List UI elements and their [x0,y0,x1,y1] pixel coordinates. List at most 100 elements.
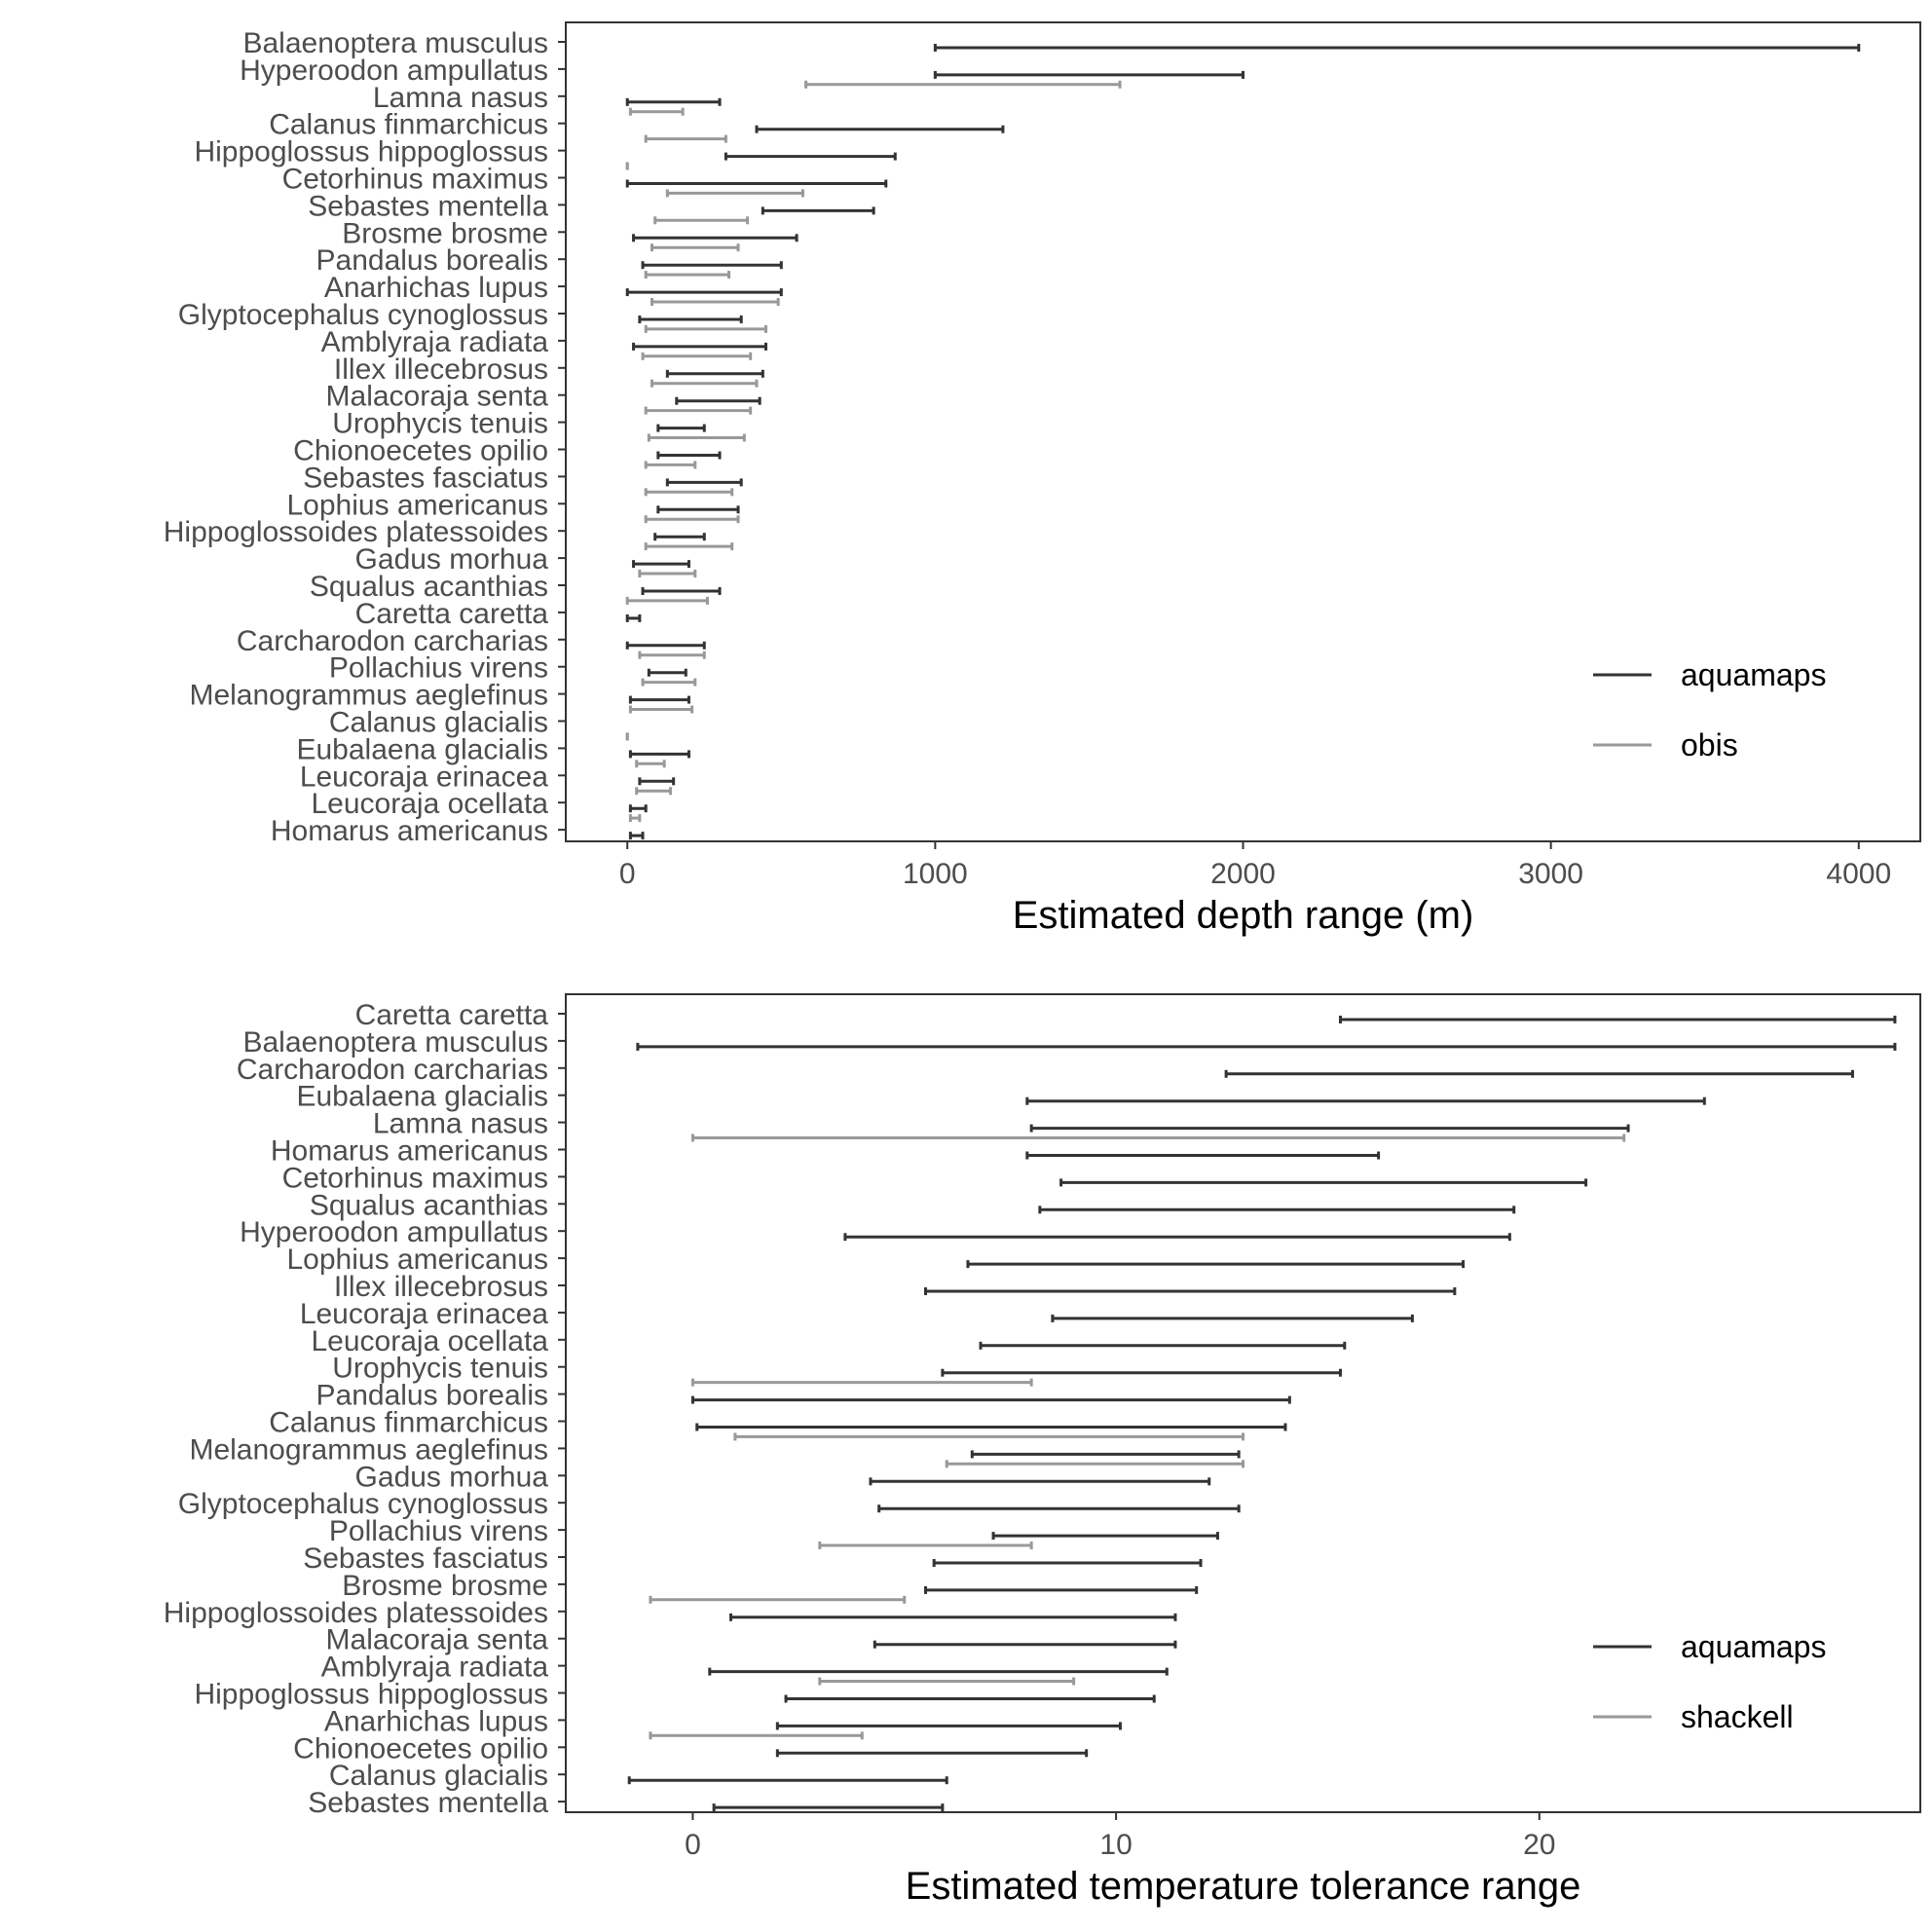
range-bar-obis-caretta-caretta [625,596,709,605]
range-bar-shackell-homarus-americanus [690,1133,1626,1142]
y-tick-label-cetorhinus-maximus: Cetorhinus maximus [282,1162,548,1194]
x-tick-label: 0 [685,1829,701,1861]
range-bar-aquamaps-amblyraja-radiata [632,342,767,351]
range-bar-aquamaps-anarhichas-lupus [625,288,783,297]
range-bar-obis-pollachius-virens [638,650,706,659]
y-tick-label-brosme-brosme: Brosme brosme [342,1570,548,1602]
y-tick-label-calanus-finmarchicus: Calanus finmarchicus [269,1407,548,1439]
range-bar-aquamaps-hippoglossus-hippoglossus [784,1694,1156,1703]
x-axis-title: Estimated depth range (m) [1013,894,1474,937]
y-tick-label-lamna-nasus: Lamna nasus [373,82,548,114]
range-bar-obis-illex-illecebrosus [641,352,753,360]
y-tick-label-sebastes-fasciatus: Sebastes fasciatus [303,462,548,494]
range-bar-aquamaps-anarhichas-lupus [775,1722,1122,1730]
y-tick-label-lophius-americanus: Lophius americanus [287,1244,549,1276]
range-bar-shackell-hippoglossoides-platessoides [649,1595,907,1604]
legend-label-aquamaps: aquamaps [1681,1629,1826,1664]
range-bar-aquamaps-squalus-acanthias [641,587,722,595]
plot-panel-border [565,993,1921,1813]
y-tick-label-amblyraja-radiata: Amblyraja radiata [321,1652,549,1684]
range-bar-shackell-pandalus-borealis [690,1378,1033,1387]
range-bar-aquamaps-melanogrammus-aeglefinus [970,1450,1241,1459]
x-tick-label: 20 [1523,1829,1555,1861]
x-axis-title: Estimated temperature tolerance range [906,1865,1581,1908]
y-tick-label-glyptocephalus-cynoglossus: Glyptocephalus cynoglossus [178,299,548,331]
range-bar-obis-calanus-finmarchicus [628,107,685,116]
y-tick-label-squalus-acanthias: Squalus acanthias [310,571,548,603]
y-tick-label-carcharodon-carcharias: Carcharodon carcharias [237,625,548,657]
range-bar-aquamaps-calanus-finmarchicus [695,1423,1287,1431]
range-bar-obis-amblyraja-radiata [644,324,767,333]
range-bar-aquamaps-calanus-glacialis [627,1776,948,1785]
y-tick-label-hyperoodon-ampullatus: Hyperoodon ampullatus [240,1216,548,1248]
range-bar-aquamaps-glyptocephalus-cynoglossus [638,316,743,323]
range-bar-aquamaps-leucoraja-ocellata [628,804,648,813]
range-bar-aquamaps-eubalaena-glacialis [628,750,690,759]
range-bar-aquamaps-urophycis-tenuis [941,1368,1342,1377]
range-bar-obis-gadus-morhua [644,542,734,551]
range-bar-aquamaps-leucoraja-ocellata [979,1341,1347,1350]
x-tick-label: 2000 [1210,858,1276,890]
y-tick-label-malacoraja-senta: Malacoraja senta [326,381,549,413]
x-tick-label: 1000 [903,858,968,890]
legend-label-aquamaps: aquamaps [1681,657,1826,692]
range-bar-aquamaps-malacoraja-senta [873,1640,1177,1649]
range-bar-obis-urophycis-tenuis [644,406,753,415]
y-tick-label-lamna-nasus: Lamna nasus [373,1108,548,1140]
range-bar-obis-leucoraja-erinacea [635,760,666,768]
range-bar-aquamaps-lamna-nasus [625,97,722,106]
range-bar-aquamaps-carcharodon-carcharias [625,641,706,650]
range-bar-aquamaps-lamna-nasus [1029,1124,1630,1133]
y-tick-label-hippoglossoides-platessoides: Hippoglossoides platessoides [164,1597,548,1629]
y-tick-label-eubalaena-glacialis: Eubalaena glacialis [296,1081,548,1113]
range-bar-aquamaps-urophycis-tenuis [656,424,706,432]
range-bar-obis-pandalus-borealis [650,243,740,252]
y-tick-label-melanogrammus-aeglefinus: Melanogrammus aeglefinus [189,1433,548,1466]
y-tick-label-illex-illecebrosus: Illex illecebrosus [334,353,548,386]
range-bar-aquamaps-hyperoodon-ampullatus [843,1233,1511,1242]
range-bar-obis-sebastes-mentella [665,189,804,198]
y-tick-label-pandalus-borealis: Pandalus borealis [316,244,549,277]
range-bar-aquamaps-sebastes-mentella [761,206,875,215]
range-bar-aquamaps-pollachius-virens [991,1532,1219,1541]
range-bar-aquamaps-amblyraja-radiata [708,1667,1169,1676]
range-bar-aquamaps-caretta-caretta [625,613,642,622]
range-bar-obis-hippoglossus-hippoglossus [644,134,727,143]
range-bar-aquamaps-gadus-morhua [869,1477,1211,1486]
y-tick-label-hippoglossoides-platessoides: Hippoglossoides platessoides [164,516,548,548]
range-bar-obis-glyptocephalus-cynoglossus [650,298,780,306]
range-bar-aquamaps-pandalus-borealis [690,1395,1291,1404]
y-tick-label-leucoraja-erinacea: Leucoraja erinacea [300,761,548,793]
y-tick-label-glyptocephalus-cynoglossus: Glyptocephalus cynoglossus [178,1488,548,1520]
y-tick-label-illex-illecebrosus: Illex illecebrosus [334,1271,548,1303]
legend: aquamaps shackell [1593,1629,1826,1734]
range-bar-aquamaps-calanus-finmarchicus [755,125,1005,133]
range-bar-aquamaps-leucoraja-erinacea [638,777,676,786]
range-bar-obis-hippoglossoides-platessoides [644,515,740,524]
y-tick-label-squalus-acanthias: Squalus acanthias [310,1189,548,1221]
legend-label-obis: obis [1681,727,1738,762]
y-tick-label-gadus-morhua: Gadus morhua [355,543,549,576]
range-bar-aquamaps-glyptocephalus-cynoglossus [877,1505,1241,1513]
y-tick-label-carcharodon-carcharias: Carcharodon carcharias [237,1054,548,1086]
y-tick-label-pandalus-borealis: Pandalus borealis [316,1380,549,1412]
range-bar-aquamaps-squalus-acanthias [1038,1206,1516,1214]
range-bar-aquamaps-balaenoptera-musculus [636,1042,1897,1051]
range-bar-obis-chionoecetes-opilio [647,433,746,442]
range-bar-aquamaps-pandalus-borealis [641,261,783,270]
range-bar-aquamaps-hippoglossus-hippoglossus [724,152,897,161]
range-bar-aquamaps-illex-illecebrosus [923,1287,1457,1295]
y-tick-label-caretta-caretta: Caretta caretta [355,598,549,630]
range-bar-aquamaps-pollachius-virens [647,668,687,677]
range-bar-aquamaps-hippoglossoides-platessoides [653,533,706,541]
legend: aquamaps obis [1593,657,1826,762]
range-bar-shackell-gadus-morhua [945,1460,1245,1468]
y-tick-label-brosme-brosme: Brosme brosme [342,217,548,249]
y-tick-label-calanus-finmarchicus: Calanus finmarchicus [269,109,548,141]
range-bar-obis-lophius-americanus [644,488,734,497]
range-bar-aquamaps-eubalaena-glacialis [1025,1096,1706,1105]
x-tick-label: 4000 [1826,858,1891,890]
y-tick-label-malacoraja-senta: Malacoraja senta [326,1624,549,1656]
y-tick-label-melanogrammus-aeglefinus: Melanogrammus aeglefinus [189,680,548,712]
